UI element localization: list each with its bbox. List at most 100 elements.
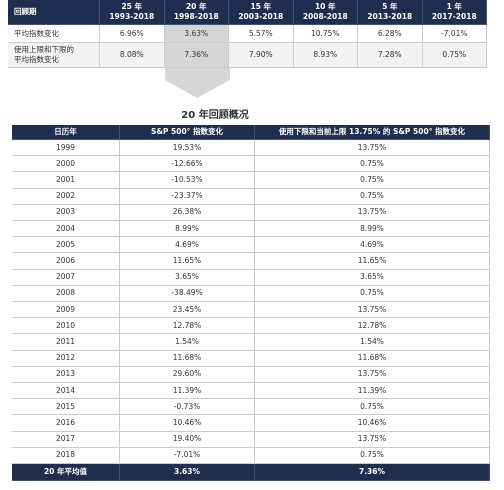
value-cell: 0.75% (255, 399, 490, 416)
value-cell: 8.99% (120, 221, 255, 238)
cell-text: 29.60% (172, 369, 202, 379)
value-cell: 2012 (12, 350, 120, 367)
value-cell: 6.96% (100, 25, 165, 43)
cell-text: 2012 (55, 353, 76, 363)
cell-text: 1 年 (446, 2, 462, 11)
cell-text: -12.66% (171, 158, 203, 168)
value-cell: 8.99% (255, 221, 490, 238)
value-cell: 12.78% (255, 318, 490, 335)
cell-text: 日历年 (54, 127, 77, 136)
cell-text: 6.96% (119, 28, 144, 38)
value-cell: 3.63% (164, 25, 229, 43)
value-cell: 4.69% (120, 237, 255, 254)
value-cell: 8.93% (293, 43, 358, 68)
value-cell: 2002 (12, 188, 120, 205)
cell-text: 2013 (55, 369, 76, 379)
value-cell: 7.36% (164, 43, 229, 68)
cell-text: 13.75% (357, 207, 387, 217)
value-cell: 2014 (12, 383, 120, 400)
row-label: 使用上限和下限的 平均指数变化 (8, 43, 100, 68)
cell-text: 12.78% (357, 320, 387, 330)
value-cell: 3.65% (255, 269, 490, 286)
cell-text: 11.39% (172, 385, 202, 395)
cell-text: 7.90% (248, 50, 273, 59)
value-cell: 1.54% (120, 334, 255, 351)
cell-text: 11.68% (172, 353, 202, 363)
cell-text: 0.75% (360, 174, 384, 184)
cell-text: 2002 (55, 191, 76, 201)
cell-text: 3.65% (175, 272, 199, 282)
cell-text: 0.75% (442, 50, 467, 59)
value-cell: 23.45% (120, 302, 255, 319)
cell-text: 平均指数变化 (14, 28, 59, 38)
value-cell: 0.75% (255, 156, 490, 173)
cell-text: 13.75% (357, 434, 387, 444)
value-cell: 0.75% (422, 43, 487, 68)
cell-text: 2015 (55, 401, 76, 411)
cell-text: 26.38% (172, 207, 202, 217)
cell-text: 2009 (55, 304, 76, 314)
value-cell: 2015 (12, 399, 120, 416)
cell-text: 19.53% (172, 142, 202, 152)
value-cell: 10.46% (120, 415, 255, 432)
value-cell: -7.01% (120, 447, 255, 464)
footer-cell: 3.63% (120, 464, 255, 481)
highlight-arrow (165, 68, 230, 98)
cell-text: 1999 (55, 142, 76, 152)
cell-text: 13.75% (357, 142, 387, 152)
cell-text: 平均指数变化 (14, 55, 59, 64)
header-cell: 10 年 2008-2018 (293, 0, 358, 25)
value-cell: 0.75% (255, 285, 490, 302)
value-cell: 2003 (12, 204, 120, 221)
value-cell: 7.90% (229, 43, 294, 68)
cell-text: 5 年 (382, 2, 398, 11)
value-cell: 11.65% (255, 253, 490, 270)
value-cell: 13.75% (255, 431, 490, 448)
cell-text: 0.75% (360, 450, 384, 460)
cell-text: 23.45% (172, 304, 202, 314)
cell-text: 20 年 (185, 2, 207, 11)
value-cell: 12.78% (120, 318, 255, 335)
cell-text: 0.75% (360, 401, 384, 411)
value-cell: 4.69% (255, 237, 490, 254)
value-cell: 0.75% (255, 188, 490, 205)
cell-text: 10 年 (314, 2, 336, 11)
header-cell: 15 年 2003-2018 (229, 0, 294, 25)
cell-text: -10.53% (171, 174, 203, 184)
cell-text: 20 年平均值 (43, 467, 88, 476)
cell-text: -0.73% (173, 401, 201, 411)
cell-text: 1.54% (360, 336, 384, 346)
value-cell: 1.54% (255, 334, 490, 351)
header-cell: S&P 500° 指数变化 (120, 125, 255, 140)
cell-text: 0.75% (360, 191, 384, 201)
cell-text: 2008-2018 (302, 12, 348, 21)
value-cell: 2004 (12, 221, 120, 238)
cell-text: 使用上限和下限的 (14, 45, 74, 54)
value-cell: 13.75% (255, 302, 490, 319)
value-cell: 19.53% (120, 140, 255, 157)
value-cell: 19.40% (120, 431, 255, 448)
cell-text: 2006 (55, 255, 76, 265)
cell-text: 13.75% (357, 369, 387, 379)
cell-text: 11.65% (357, 255, 387, 265)
value-cell: 11.39% (255, 383, 490, 400)
summary-title: 20 年回顾概况 (181, 110, 249, 121)
value-cell: 29.60% (120, 366, 255, 383)
value-cell: 2001 (12, 172, 120, 189)
value-cell: -12.66% (120, 156, 255, 173)
footer-cell: 7.36% (255, 464, 490, 481)
cell-text: 3.63% (184, 28, 209, 38)
value-cell: 2010 (12, 318, 120, 335)
value-cell: 13.75% (255, 140, 490, 157)
cell-text: 2014 (55, 385, 76, 395)
cell-text: 2000 (55, 158, 76, 168)
value-cell: -7.01% (422, 25, 487, 43)
cell-text: S&P 500° 指数变化 (150, 127, 224, 136)
cell-text: 2003 (55, 207, 76, 217)
cell-text: 3.65% (360, 272, 384, 282)
header-cell: 使用下限和当前上限 13.75% 的 S&P 500° 指数变化 (255, 125, 490, 140)
cell-text: 0.75% (360, 158, 384, 168)
cell-text: 10.46% (357, 417, 387, 427)
